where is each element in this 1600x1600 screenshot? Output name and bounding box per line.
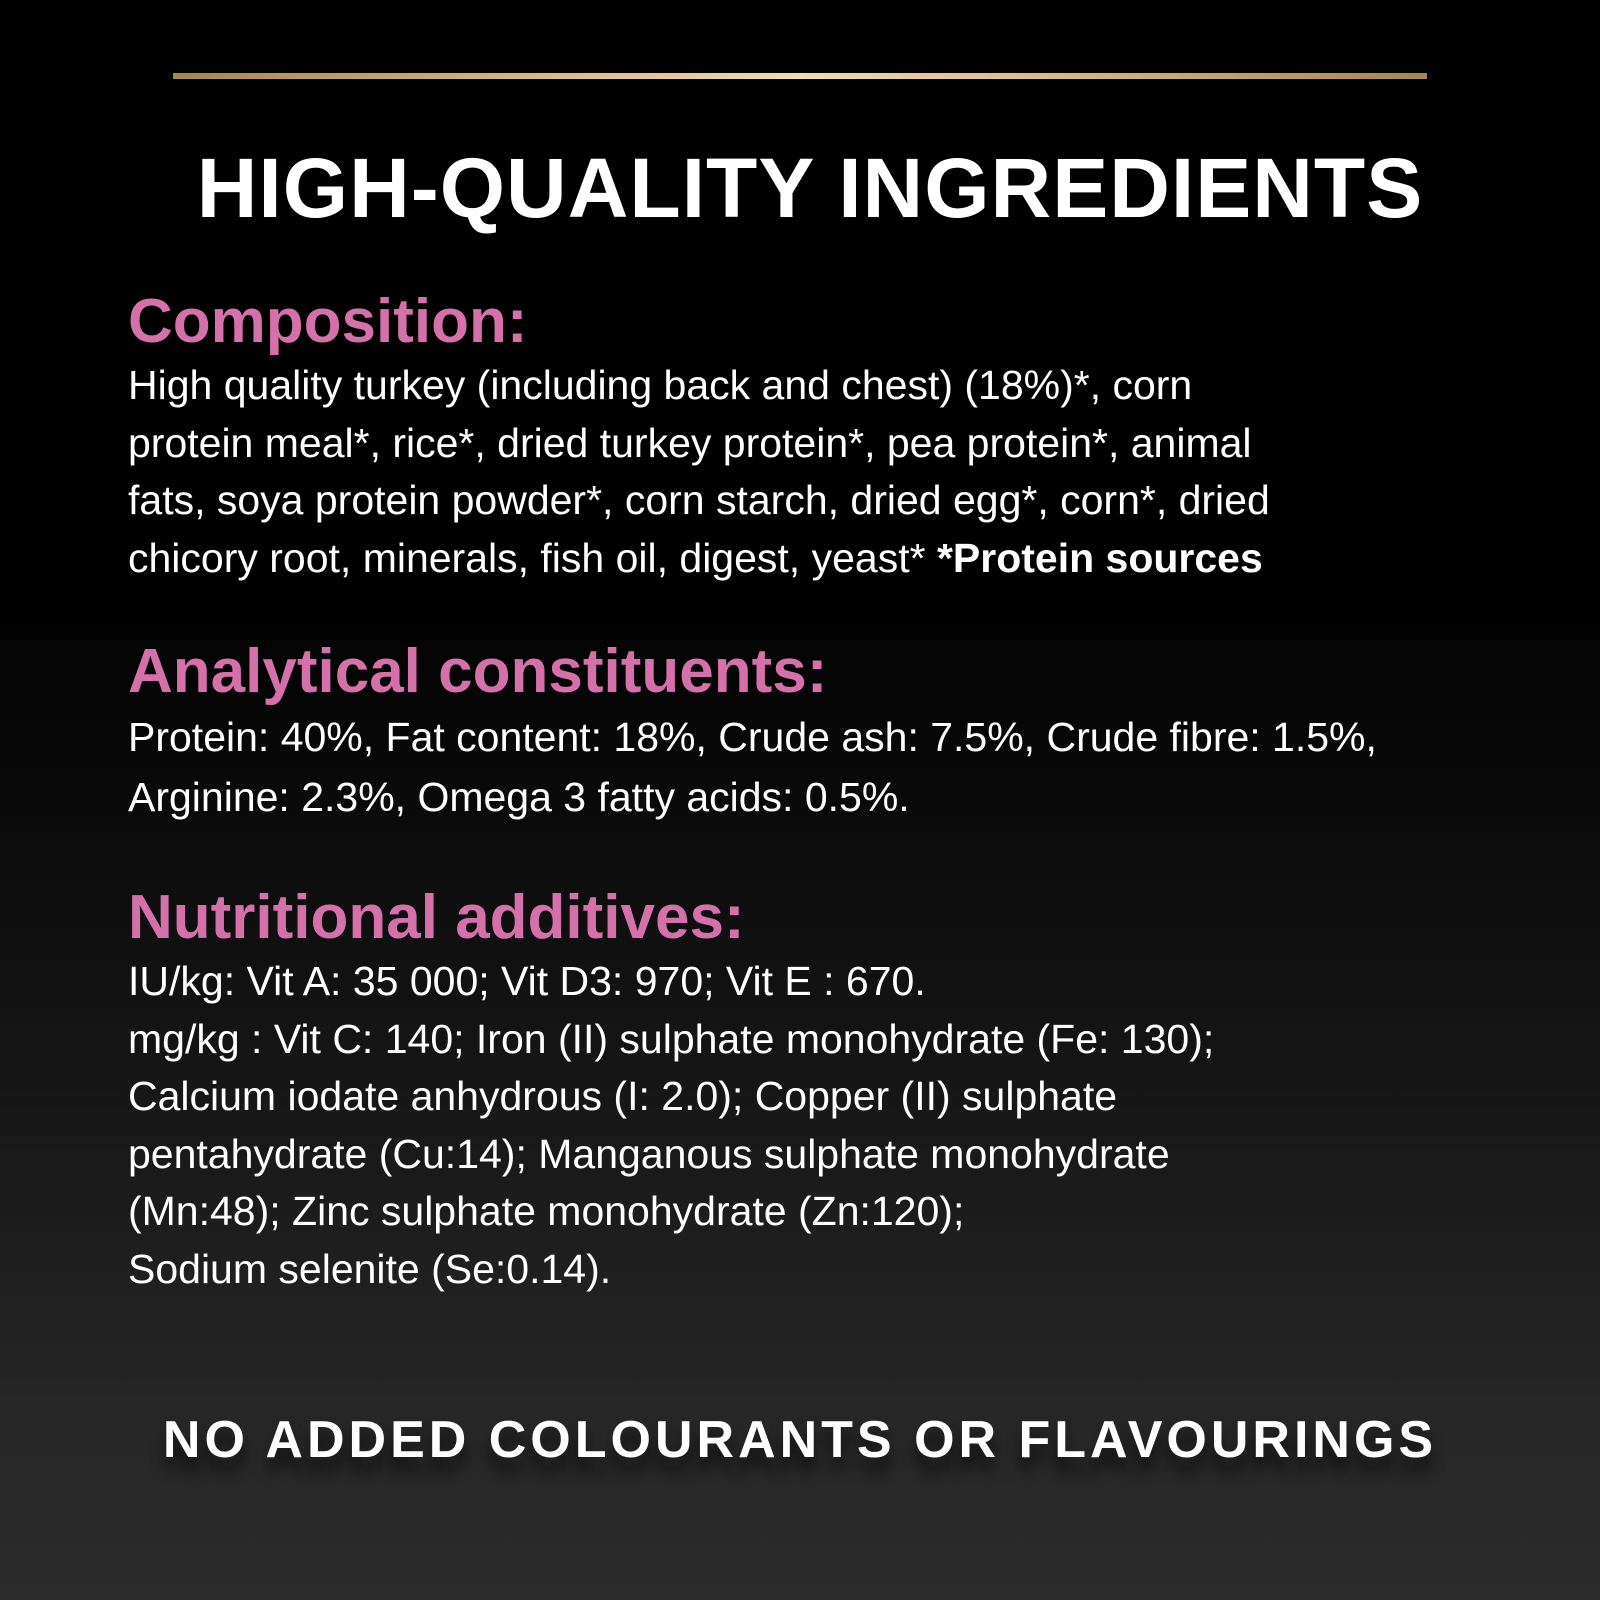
- nutritional-heading: Nutritional additives:: [128, 883, 745, 952]
- analytical-line: Arginine: 2.3%, Omega 3 fatty acids: 0.5…: [128, 774, 910, 820]
- nutritional-line: Calcium iodate anhydrous (I: 2.0); Coppe…: [128, 1073, 1118, 1119]
- nutritional-line: Sodium selenite (Se:0.14).: [128, 1245, 612, 1292]
- composition-line: fats, soya protein powder*, corn starch,…: [128, 477, 1270, 523]
- nutritional-section: Nutritional additives: IU/kg: Vit A: 35 …: [128, 883, 1568, 1298]
- composition-line: chicory root, minerals, fish oil, digest…: [128, 530, 1568, 588]
- composition-section: Composition: High quality turkey (includ…: [128, 287, 1568, 587]
- nutritional-line: IU/kg: Vit A: 35 000; Vit D3: 970; Vit E…: [128, 958, 926, 1004]
- nutritional-line: mg/kg : Vit C: 140; Iron (II) sulphate m…: [128, 1015, 1215, 1062]
- composition-line: High quality turkey (including back and …: [128, 362, 1193, 408]
- composition-line: protein meal*, rice*, dried turkey prote…: [128, 419, 1252, 466]
- protein-sources-footnote: *Protein sources: [936, 534, 1263, 581]
- analytical-section: Analytical constituents: Protein: 40%, F…: [128, 637, 1568, 827]
- analytical-heading: Analytical constituents:: [128, 637, 828, 706]
- composition-heading: Composition:: [128, 287, 528, 356]
- composition-line-text: chicory root, minerals, fish oil, digest…: [128, 534, 937, 581]
- page-title: HIGH-QUALITY INGREDIENTS: [196, 141, 1424, 235]
- analytical-line: Protein: 40%, Fat content: 18%, Crude as…: [128, 714, 1377, 760]
- footer-claim: NO ADDED COLOURANTS OR FLAVOURINGS: [162, 1411, 1438, 1469]
- gold-divider: [173, 73, 1427, 79]
- nutritional-line: (Mn:48); Zinc sulphate monohydrate (Zn:1…: [128, 1188, 965, 1234]
- nutritional-line: pentahydrate (Cu:14); Manganous sulphate…: [128, 1130, 1170, 1177]
